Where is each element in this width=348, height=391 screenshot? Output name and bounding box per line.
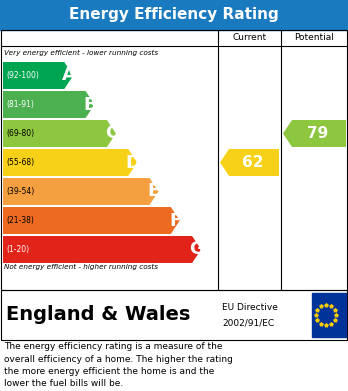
Polygon shape	[3, 149, 137, 176]
Text: EU Directive: EU Directive	[222, 303, 278, 312]
Text: (39-54): (39-54)	[6, 187, 34, 196]
Text: B: B	[83, 95, 97, 113]
Polygon shape	[220, 149, 279, 176]
Text: Very energy efficient - lower running costs: Very energy efficient - lower running co…	[4, 50, 158, 56]
Text: (1-20): (1-20)	[6, 245, 29, 254]
Text: Potential: Potential	[294, 34, 334, 43]
Text: Current: Current	[232, 34, 267, 43]
Bar	[1, 290, 347, 340]
Text: England & Wales: England & Wales	[6, 305, 190, 325]
Text: 79: 79	[307, 126, 328, 141]
Text: (21-38): (21-38)	[6, 216, 34, 225]
Polygon shape	[3, 236, 201, 263]
Text: G: G	[189, 240, 204, 258]
Text: 2002/91/EC: 2002/91/EC	[222, 318, 274, 327]
Bar	[0, 0, 348, 30]
Polygon shape	[3, 62, 73, 89]
Text: Energy Efficiency Rating: Energy Efficiency Rating	[69, 7, 279, 23]
Text: (81-91): (81-91)	[6, 100, 34, 109]
Polygon shape	[3, 178, 158, 205]
Text: F: F	[169, 212, 181, 230]
Text: Not energy efficient - higher running costs: Not energy efficient - higher running co…	[4, 264, 158, 270]
Polygon shape	[3, 120, 116, 147]
Bar	[312, 293, 346, 337]
Text: The energy efficiency rating is a measure of the
overall efficiency of a home. T: The energy efficiency rating is a measur…	[4, 342, 233, 389]
Polygon shape	[3, 207, 180, 234]
Text: 62: 62	[242, 155, 263, 170]
Text: (55-68): (55-68)	[6, 158, 34, 167]
Text: A: A	[62, 66, 76, 84]
Text: C: C	[105, 124, 118, 142]
Text: (69-80): (69-80)	[6, 129, 34, 138]
Text: D: D	[125, 154, 140, 172]
Polygon shape	[3, 91, 95, 118]
Polygon shape	[283, 120, 346, 147]
Bar	[0, 30, 348, 290]
Text: E: E	[148, 183, 160, 201]
Text: (92-100): (92-100)	[6, 71, 39, 80]
Bar	[1, 30, 347, 290]
